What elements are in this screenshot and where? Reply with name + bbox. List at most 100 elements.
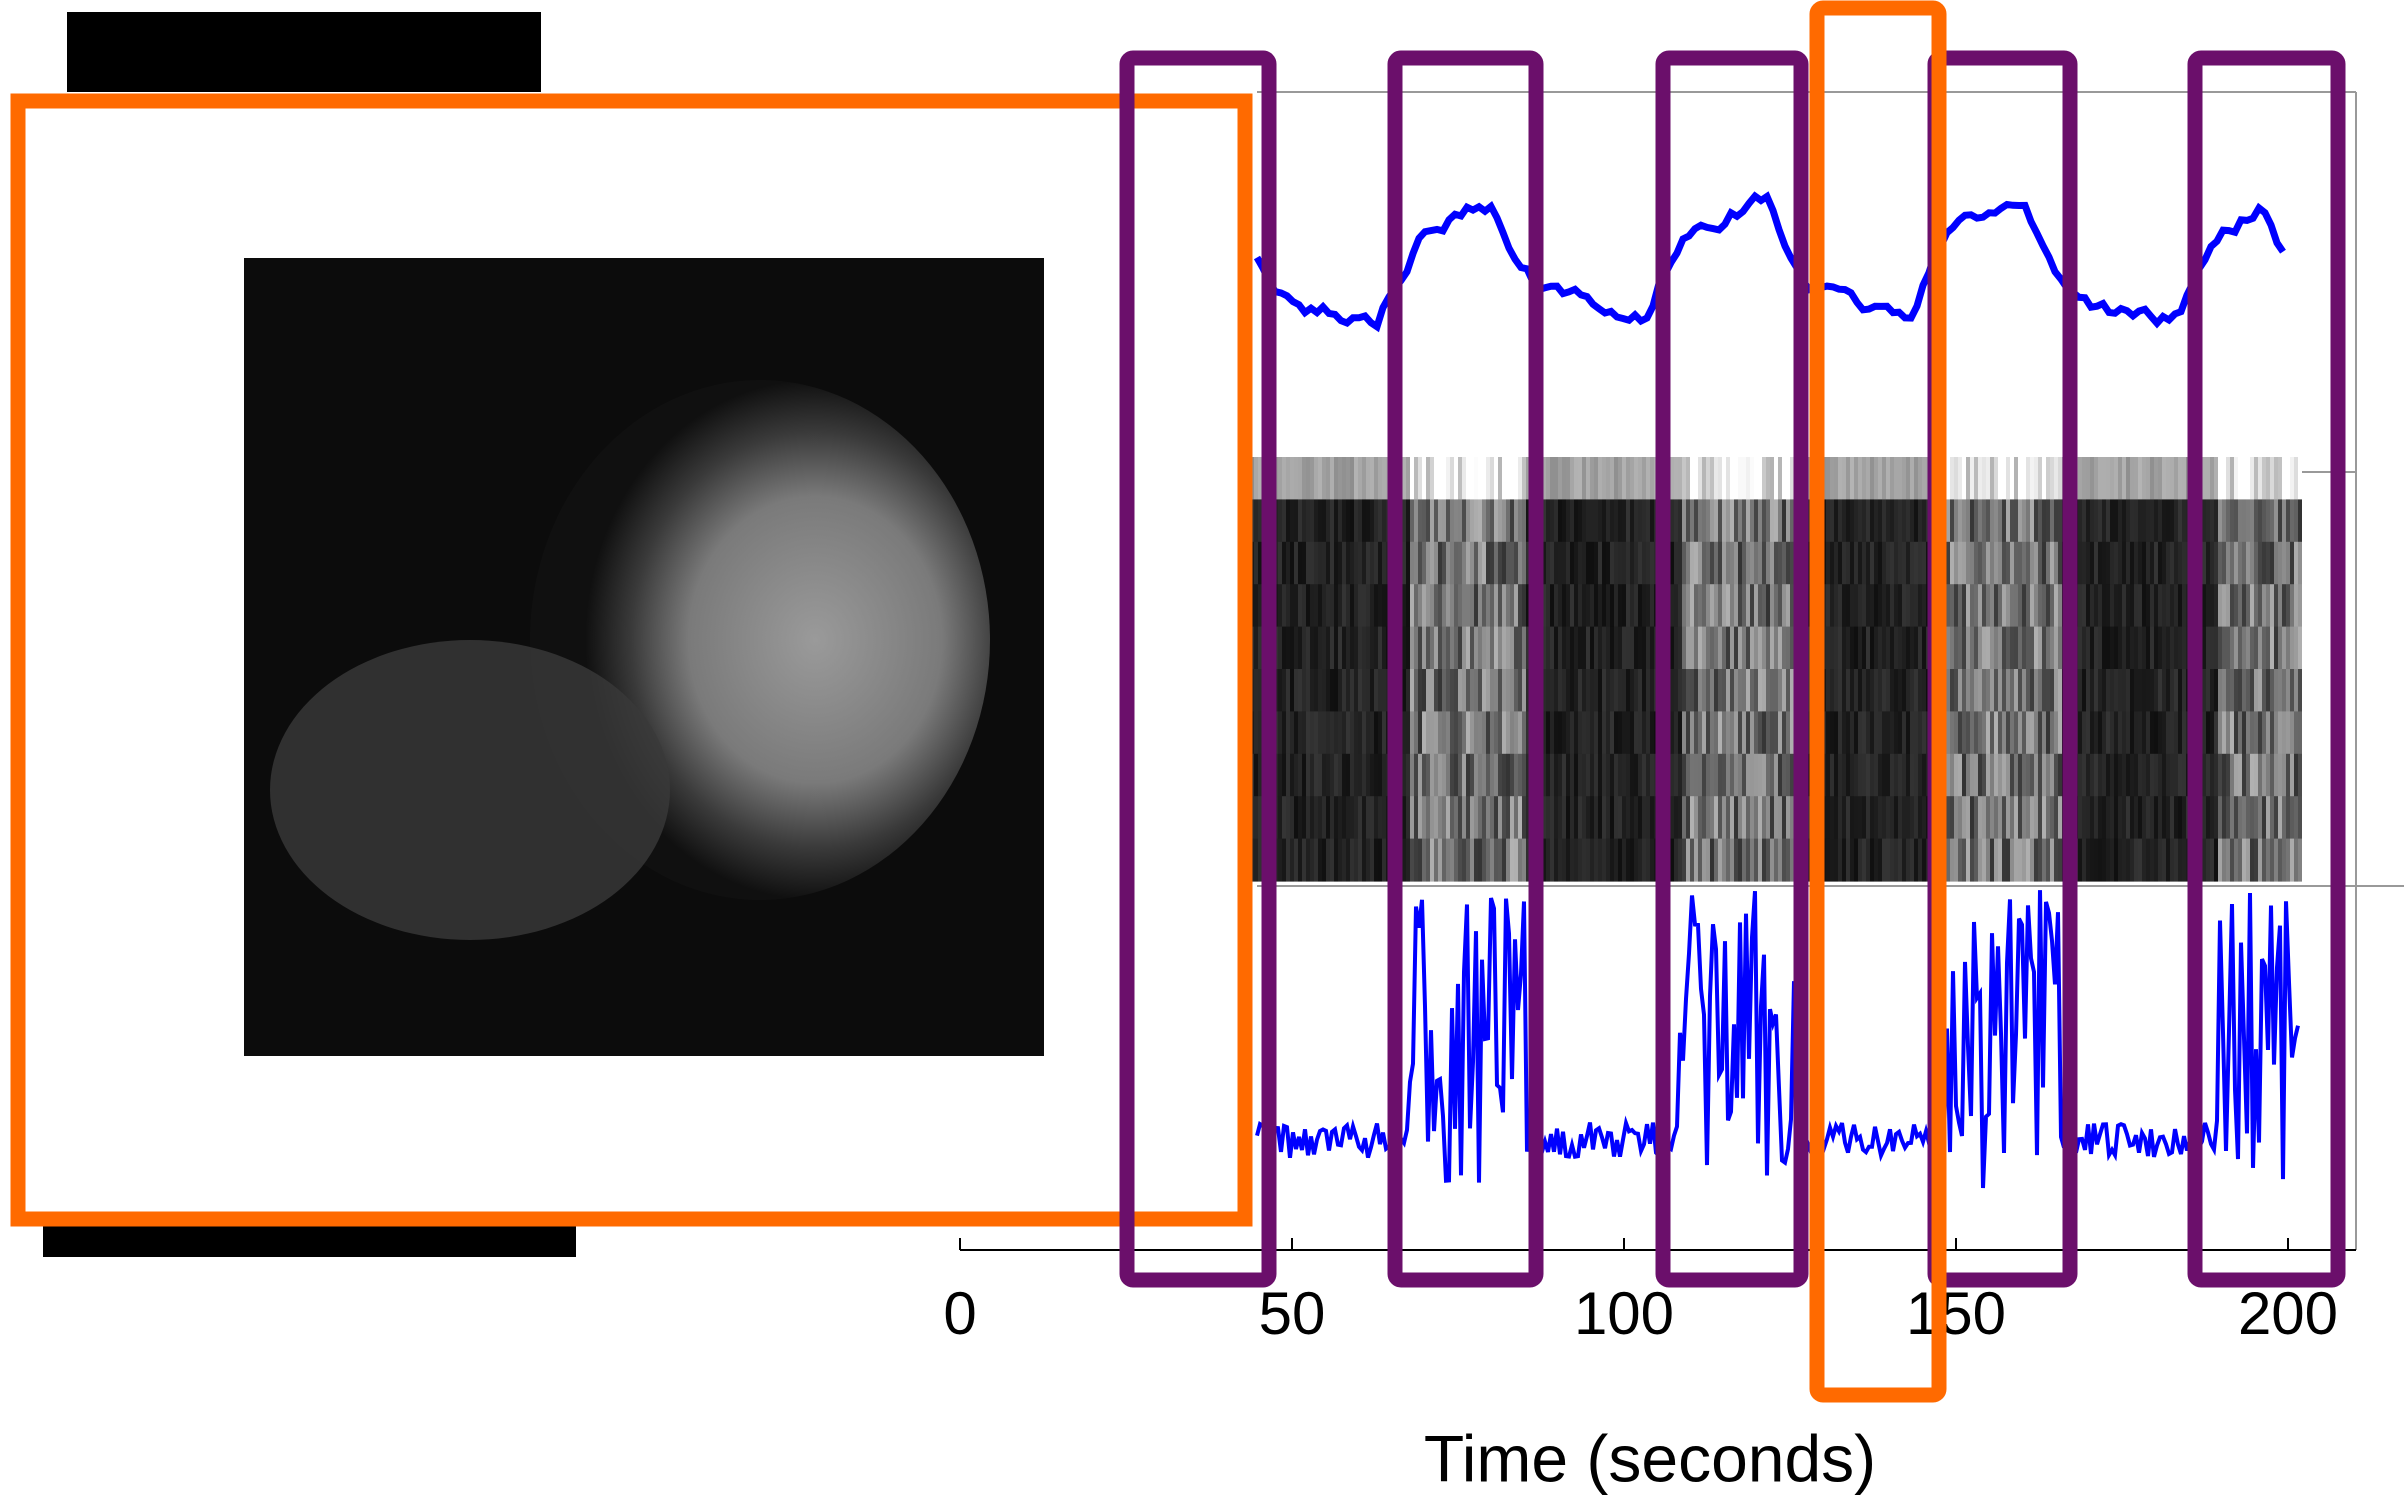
heatmap-cell <box>2126 753 2130 797</box>
heatmap-cell <box>2134 499 2138 543</box>
heatmap-cell <box>1858 838 1862 882</box>
heatmap-cell <box>2286 838 2290 882</box>
heatmap-cell <box>1846 796 1850 840</box>
heatmap-cell <box>2086 626 2090 670</box>
heatmap-cell <box>1982 753 1986 797</box>
heatmap-cell <box>2210 711 2214 755</box>
heatmap-cell <box>1422 796 1426 840</box>
block-box <box>1119 50 1277 1288</box>
heatmap-cell <box>2118 838 2122 882</box>
heatmap-cell <box>2138 796 2142 840</box>
heatmap-cell <box>2290 584 2294 628</box>
heatmap-cell <box>1714 838 1718 882</box>
heatmap-cell <box>2082 499 2086 543</box>
heatmap-cell <box>2114 626 2118 670</box>
heatmap-cell <box>1750 584 1754 628</box>
mri-face <box>270 640 670 940</box>
heatmap-cell <box>2270 796 2274 840</box>
heatmap-cell <box>2130 541 2134 585</box>
heatmap-cell <box>1358 584 1362 628</box>
heatmap-cell <box>1986 753 1990 797</box>
heatmap-cell <box>1826 541 1830 585</box>
heatmap-cell <box>1498 753 1502 797</box>
heatmap-cell <box>1502 457 1506 500</box>
heatmap-cell <box>1854 457 1858 500</box>
heatmap-cell <box>2266 626 2270 670</box>
heatmap-cell <box>2026 626 2030 670</box>
heatmap-cell <box>1382 499 1386 543</box>
heatmap-cell <box>1458 457 1462 500</box>
heatmap-cell <box>1306 499 1310 543</box>
heatmap-cell <box>1846 753 1850 797</box>
heatmap-cell <box>2250 541 2254 585</box>
heatmap-cell <box>2142 669 2146 712</box>
heatmap-cell <box>1314 499 1318 543</box>
heatmap-cell <box>1450 457 1454 500</box>
heatmap-cell <box>1342 541 1346 585</box>
heatmap-cell <box>1734 626 1738 670</box>
heatmap-cell <box>2054 711 2058 755</box>
heatmap-cell <box>1558 626 1562 670</box>
heatmap-cell <box>1850 669 1854 712</box>
heatmap-cell <box>1902 626 1906 670</box>
heatmap-cell <box>1574 753 1578 797</box>
heatmap-cell <box>1678 711 1682 755</box>
heatmap-cell <box>1762 457 1766 500</box>
heatmap-cell <box>1554 669 1558 712</box>
heatmap-cell <box>2246 584 2250 628</box>
heatmap-cell <box>1278 669 1282 712</box>
heatmap-cell <box>2102 753 2106 797</box>
heatmap-cell <box>2126 626 2130 670</box>
heatmap-cell <box>2030 753 2034 797</box>
heatmap-cell <box>2210 753 2214 797</box>
heatmap-cell <box>2266 541 2270 585</box>
heatmap-cell <box>2094 796 2098 840</box>
heatmap-cell <box>1638 457 1642 500</box>
heatmap-cell <box>1962 669 1966 712</box>
heatmap-cell <box>1902 669 1906 712</box>
heatmap-cell <box>2118 711 2122 755</box>
heatmap-cell <box>1886 541 1890 585</box>
heatmap-cell <box>1826 584 1830 628</box>
heatmap-cell <box>2278 626 2282 670</box>
heatmap-cell <box>1690 711 1694 755</box>
heatmap-cell <box>2230 457 2234 500</box>
heatmap-cell <box>1630 541 1634 585</box>
heatmap-cell <box>1902 753 1906 797</box>
heatmap-cell <box>1566 753 1570 797</box>
heatmap-cell <box>2014 457 2018 500</box>
heatmap-cell <box>1426 541 1430 585</box>
heatmap-cell <box>1478 457 1482 500</box>
heatmap-cell <box>1886 669 1890 712</box>
heatmap-cell <box>1526 753 1530 797</box>
heatmap-cell <box>2294 584 2298 628</box>
heatmap-cell <box>2010 499 2014 543</box>
heatmap-cell <box>2246 711 2250 755</box>
heatmap-cell <box>2242 499 2246 543</box>
heatmap-cell <box>1418 669 1422 712</box>
heatmap-cell <box>2122 626 2126 670</box>
heatmap-cell <box>2150 753 2154 797</box>
heatmap-cell <box>1638 584 1642 628</box>
heatmap-cell <box>1330 753 1334 797</box>
heatmap-cell <box>2038 584 2042 628</box>
heatmap-cell <box>1846 457 1850 500</box>
heatmap-cell <box>1730 838 1734 882</box>
heatmap-cell <box>1770 669 1774 712</box>
heatmap-cell <box>1338 753 1342 797</box>
heatmap-cell <box>1522 753 1526 797</box>
heatmap-cell <box>1686 669 1690 712</box>
heatmap-cell <box>2138 457 2142 500</box>
heatmap-cell <box>2018 626 2022 670</box>
heatmap-cell <box>1282 669 1286 712</box>
heatmap-cell <box>1550 584 1554 628</box>
heatmap-cell <box>1974 499 1978 543</box>
heatmap-cell <box>1782 711 1786 755</box>
heatmap-cell <box>1610 753 1614 797</box>
heatmap-cell <box>1910 541 1914 585</box>
heatmap-cell <box>1522 584 1526 628</box>
heatmap-cell <box>2250 753 2254 797</box>
heatmap-cell <box>2098 626 2102 670</box>
heatmap-cell <box>2278 499 2282 543</box>
heatmap-cell <box>1958 753 1962 797</box>
